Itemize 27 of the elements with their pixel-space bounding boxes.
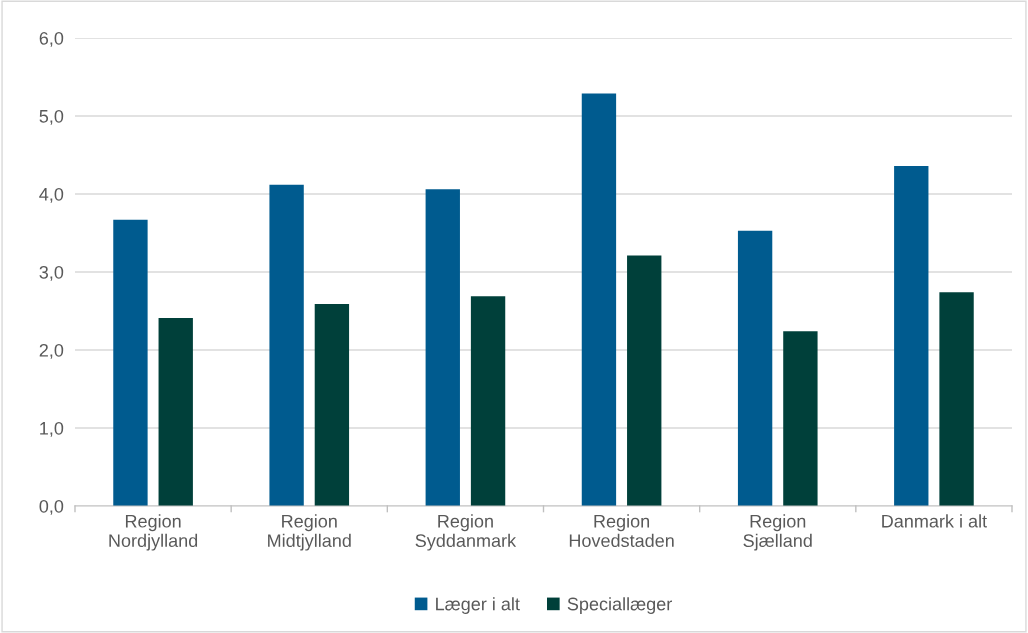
- bar: [470, 296, 506, 506]
- bar: [425, 189, 460, 506]
- x-tick-label: Region Hovedstaden: [569, 514, 674, 548]
- x-tick-label: Region Nordjylland: [109, 514, 198, 551]
- x-tick-label: Region Syddanmark: [415, 514, 517, 551]
- y-tick-label: 3,0: [39, 265, 64, 281]
- y-tick-label: 1,0: [40, 421, 64, 437]
- bar: [314, 303, 350, 506]
- bar: [783, 331, 818, 506]
- legend-label: Speciallæger: [567, 597, 672, 614]
- bar: [627, 255, 662, 506]
- bar: [158, 318, 193, 506]
- y-tick-label: 6,0: [39, 31, 64, 47]
- bar: [269, 184, 304, 506]
- x-tick-label: Region Sjælland: [743, 514, 812, 551]
- x-tick-label: Danmark i alt: [882, 514, 987, 528]
- bar: [894, 165, 929, 506]
- legend-label: Læger i alt: [436, 597, 520, 614]
- bar: [113, 219, 148, 506]
- bar: [581, 93, 617, 506]
- bar: [939, 292, 974, 506]
- y-tick-label: 5,0: [39, 109, 64, 125]
- y-tick-label: 2,0: [39, 343, 64, 359]
- y-tick-label: 0,0: [39, 499, 64, 515]
- bar: [737, 230, 773, 506]
- y-tick-label: 4,0: [39, 187, 64, 203]
- x-tick-label: Region Midtjylland: [268, 514, 351, 551]
